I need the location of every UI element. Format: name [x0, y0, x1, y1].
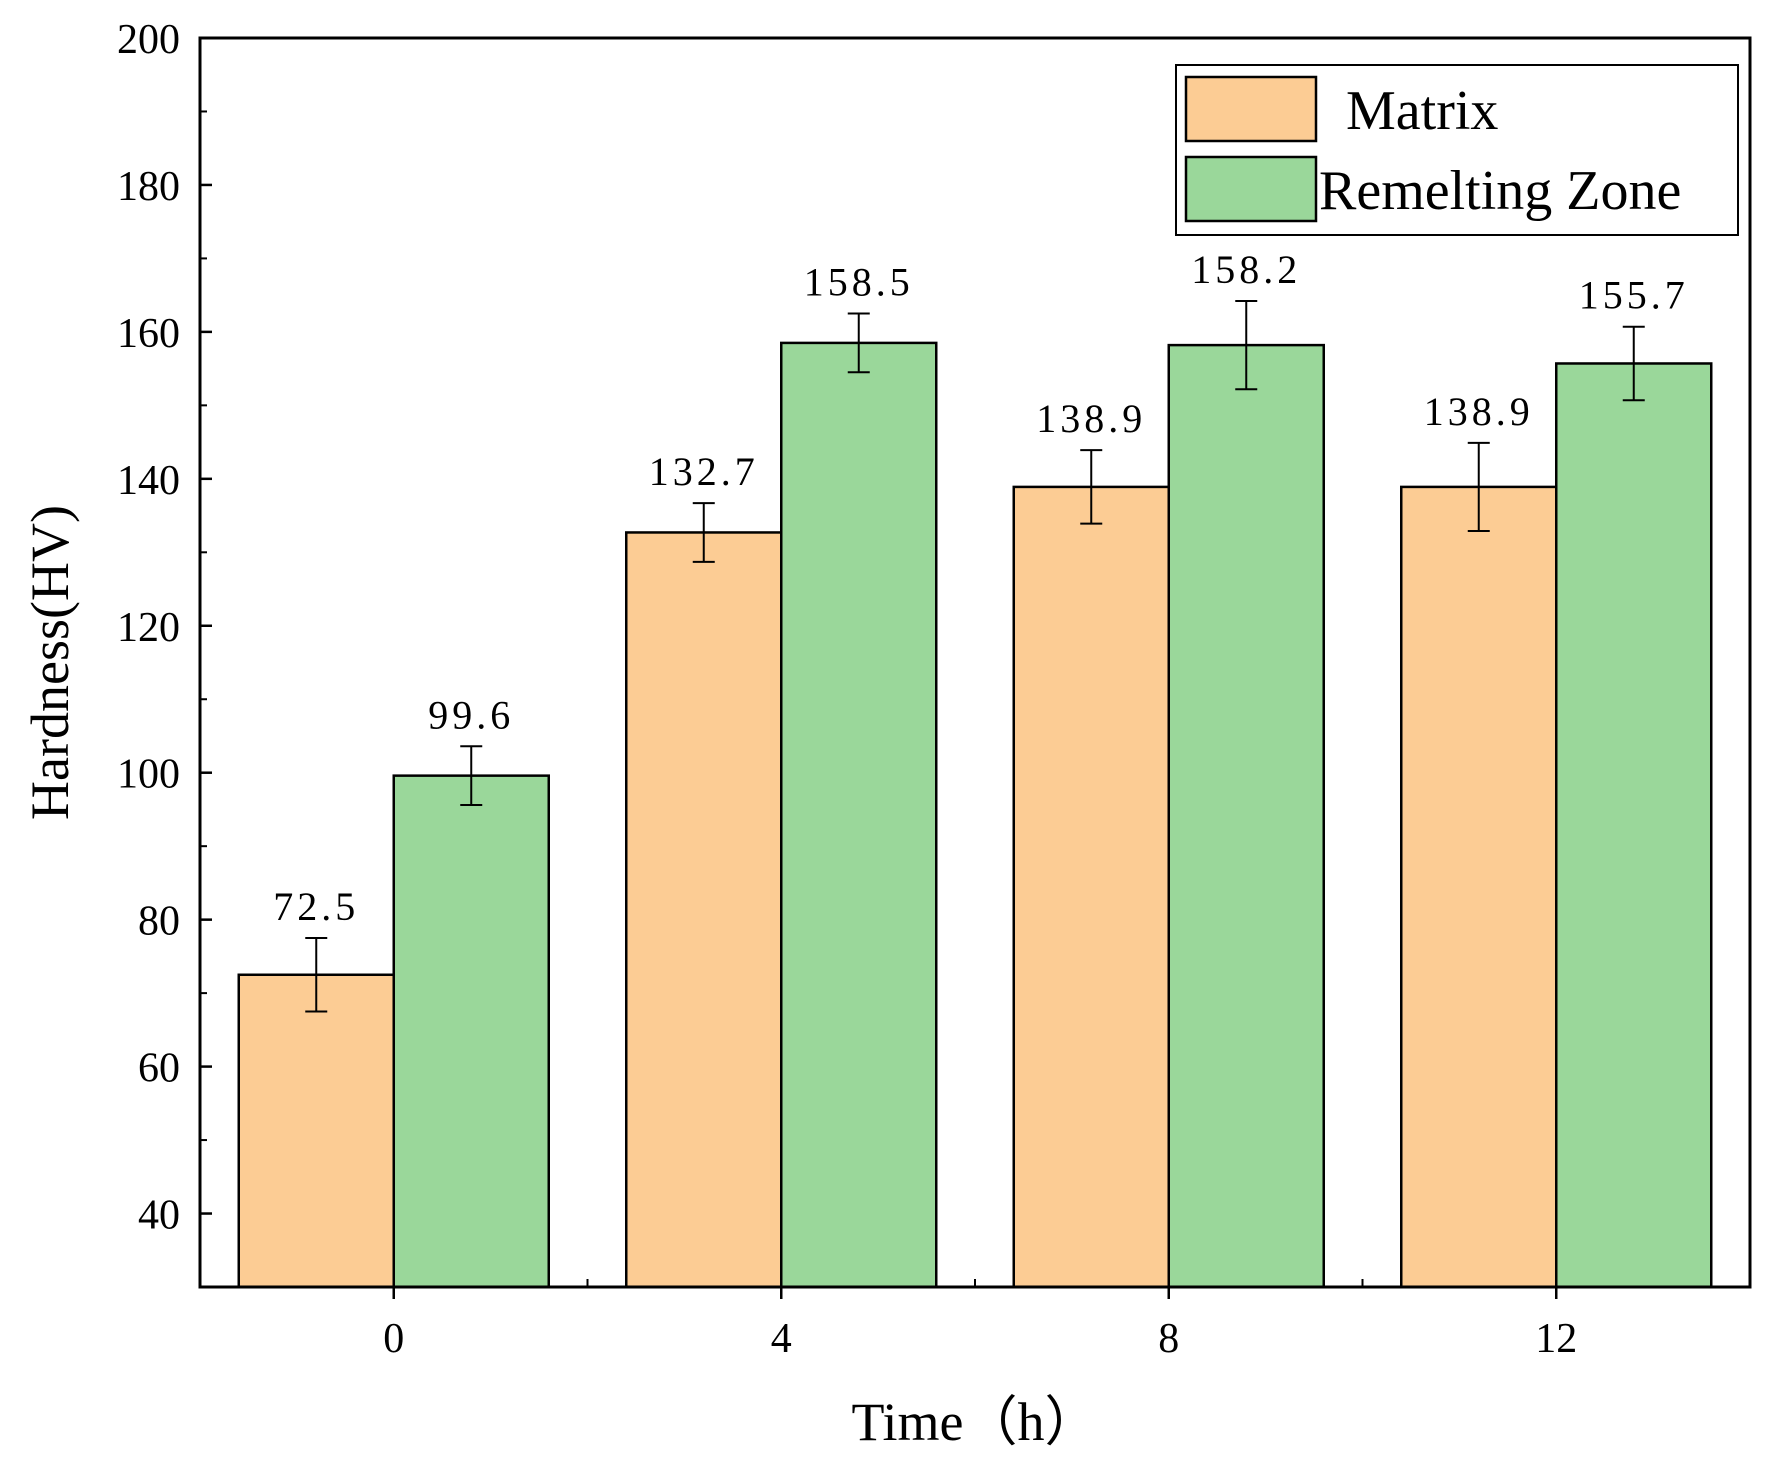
- legend-label-matrix: Matrix: [1346, 80, 1498, 142]
- y-tick-label-180: 180: [117, 164, 180, 210]
- y-tick-label-100: 100: [117, 752, 180, 798]
- bar-remelting-zone-8: [1167, 343, 1325, 1289]
- data-label-1-3: 155.7: [1579, 273, 1689, 318]
- x-tick-label-12: 12: [1535, 1316, 1577, 1362]
- error-bar-0-1: [692, 502, 715, 563]
- x-tick-label-4: 4: [771, 1316, 792, 1362]
- error-bar-0-2: [1080, 449, 1103, 525]
- y-tick-label-40: 40: [138, 1193, 180, 1239]
- data-label-0-0: 72.5: [273, 884, 359, 929]
- legend-label-remelting-zone: Remelting Zone: [1319, 160, 1681, 222]
- y-tick-label-80: 80: [138, 899, 180, 945]
- data-label-0-1: 132.7: [649, 449, 759, 494]
- error-bar-0-3: [1467, 441, 1490, 532]
- y-tick-label-140: 140: [117, 458, 180, 504]
- y-tick-label-200: 200: [117, 17, 180, 63]
- legend-swatch-matrix: [1184, 75, 1318, 143]
- y-tick-label-160: 160: [117, 311, 180, 357]
- y-tick-label-120: 120: [117, 605, 180, 651]
- bar-matrix-8: [1012, 485, 1170, 1289]
- error-bars: [305, 300, 1645, 1013]
- data-labels: 72.5 132.7 138.9 138.9 99.6 158.5 158.2 155.7: [273, 247, 1689, 929]
- bar-matrix-4: [625, 531, 783, 1289]
- x-axis-title: Time（h）: [851, 1392, 1098, 1452]
- bar-matrix-0: [237, 973, 395, 1289]
- bar-remelting-zone-4: [780, 341, 938, 1289]
- data-label-1-1: 158.5: [804, 260, 914, 305]
- error-bar-1-2: [1235, 300, 1258, 391]
- data-label-0-2: 138.9: [1036, 396, 1146, 441]
- legend: Matrix Remelting Zone: [1175, 64, 1739, 236]
- axes: 40 60 80 100 120 140 160 180 200 0 4 8 12: [117, 17, 1752, 1362]
- error-bar-1-1: [847, 312, 870, 374]
- bars: [237, 341, 1713, 1289]
- bar-remelting-zone-0: [392, 774, 550, 1289]
- x-tick-label-0: 0: [383, 1316, 404, 1362]
- data-label-1-2: 158.2: [1191, 247, 1301, 292]
- bar-remelting-zone-12: [1555, 362, 1713, 1289]
- y-axis-title: Hardness(HV): [20, 505, 80, 820]
- bar-matrix-12: [1400, 485, 1558, 1289]
- error-bar-1-3: [1622, 325, 1645, 402]
- error-bar-1-0: [460, 745, 483, 807]
- data-label-0-3: 138.9: [1424, 389, 1534, 434]
- x-tick-label-8: 8: [1158, 1316, 1179, 1362]
- error-bar-0-0: [305, 937, 328, 1013]
- y-tick-label-60: 60: [138, 1046, 180, 1092]
- data-label-1-0: 99.6: [428, 692, 514, 737]
- legend-swatch-remelting-zone: [1184, 155, 1318, 223]
